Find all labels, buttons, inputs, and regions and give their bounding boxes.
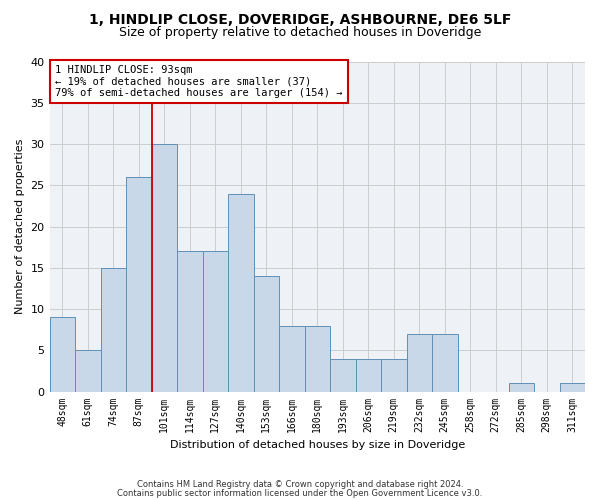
Bar (560, 384, 585, 392)
Bar (432, 334, 458, 392)
Text: Contains public sector information licensed under the Open Government Licence v3: Contains public sector information licen… (118, 488, 482, 498)
Bar (50, 318, 75, 392)
Y-axis label: Number of detached properties: Number of detached properties (15, 139, 25, 314)
Text: Size of property relative to detached houses in Doveridge: Size of property relative to detached ho… (119, 26, 481, 39)
Text: Contains HM Land Registry data © Crown copyright and database right 2024.: Contains HM Land Registry data © Crown c… (137, 480, 463, 489)
Bar (152, 144, 177, 392)
Bar (330, 358, 356, 392)
Bar (75, 350, 101, 392)
Bar (228, 194, 254, 392)
Text: 1, HINDLIP CLOSE, DOVERIDGE, ASHBOURNE, DE6 5LF: 1, HINDLIP CLOSE, DOVERIDGE, ASHBOURNE, … (89, 12, 511, 26)
Bar (203, 252, 228, 392)
Bar (126, 177, 152, 392)
Bar (305, 326, 330, 392)
Bar (407, 334, 432, 392)
X-axis label: Distribution of detached houses by size in Doveridge: Distribution of detached houses by size … (170, 440, 465, 450)
Bar (381, 358, 407, 392)
Bar (279, 326, 305, 392)
Bar (254, 276, 279, 392)
Bar (356, 358, 381, 392)
Bar (177, 252, 203, 392)
Bar (509, 384, 534, 392)
Bar (101, 268, 126, 392)
Text: 1 HINDLIP CLOSE: 93sqm
← 19% of detached houses are smaller (37)
79% of semi-det: 1 HINDLIP CLOSE: 93sqm ← 19% of detached… (55, 65, 343, 98)
